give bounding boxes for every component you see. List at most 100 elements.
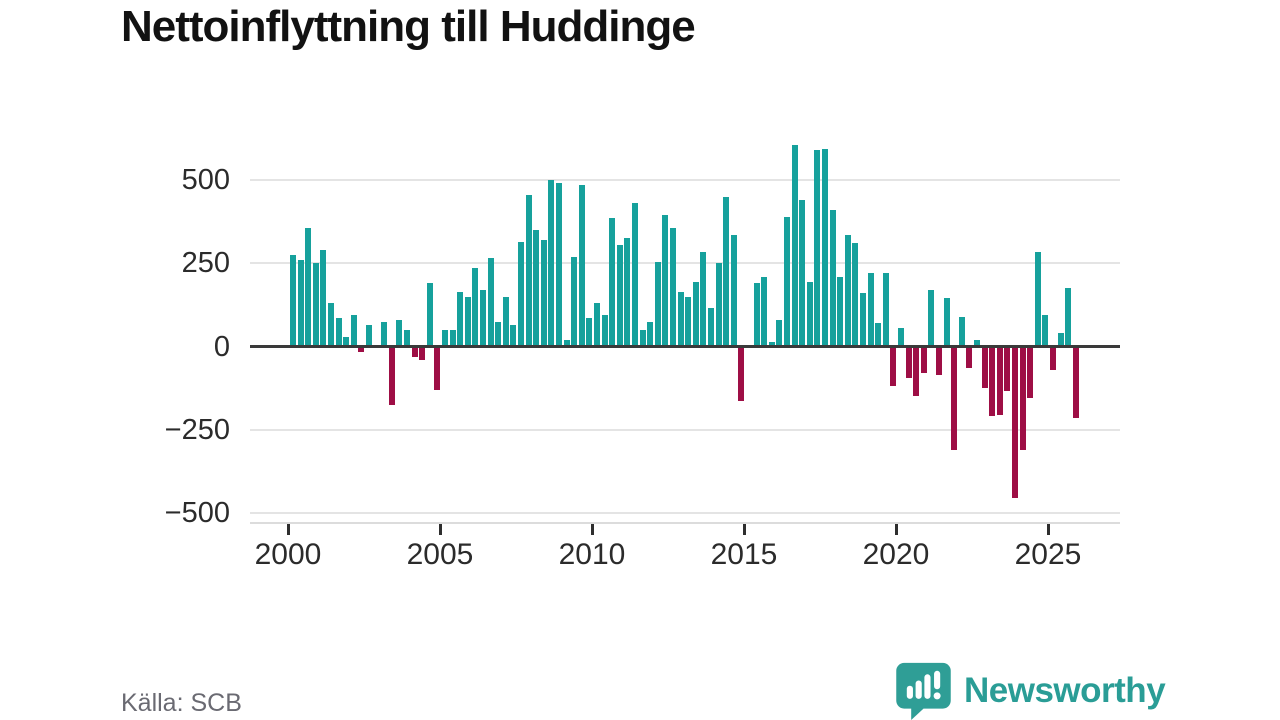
bar bbox=[571, 256, 578, 347]
bar bbox=[898, 328, 904, 347]
y-axis-label: −500 bbox=[164, 496, 230, 529]
bar bbox=[966, 346, 973, 369]
bar bbox=[464, 296, 471, 347]
y-axis-label: 250 bbox=[181, 247, 230, 280]
bar bbox=[837, 276, 844, 347]
bar bbox=[844, 235, 851, 347]
gridline-500 bbox=[250, 179, 1120, 182]
bar bbox=[806, 281, 813, 347]
bar bbox=[1072, 346, 1079, 419]
bar bbox=[753, 283, 760, 347]
x-axis-tick bbox=[590, 524, 594, 535]
bar bbox=[388, 346, 395, 405]
bar bbox=[518, 241, 524, 347]
bar bbox=[548, 180, 555, 347]
bar bbox=[457, 291, 464, 347]
bar bbox=[822, 148, 828, 347]
bar bbox=[434, 346, 441, 390]
bar bbox=[411, 346, 418, 357]
bar bbox=[472, 268, 479, 347]
bar bbox=[799, 200, 806, 347]
bar bbox=[305, 228, 312, 347]
bar bbox=[852, 243, 859, 347]
bar bbox=[936, 346, 942, 375]
bar bbox=[1042, 314, 1049, 347]
bar bbox=[495, 321, 502, 347]
bar bbox=[328, 303, 334, 347]
bar bbox=[297, 260, 304, 347]
bar bbox=[662, 215, 669, 347]
x-axis-tick bbox=[286, 524, 290, 535]
bar bbox=[958, 316, 965, 347]
bar bbox=[692, 281, 699, 347]
bar bbox=[1057, 333, 1064, 347]
bar bbox=[350, 314, 357, 347]
bar bbox=[510, 324, 517, 347]
bar bbox=[647, 321, 654, 347]
y-axis-label: 0 bbox=[213, 330, 230, 363]
bar bbox=[700, 251, 707, 347]
bar bbox=[943, 298, 950, 347]
bar bbox=[928, 289, 935, 347]
bar bbox=[996, 346, 1003, 415]
bar bbox=[1012, 346, 1018, 498]
bar bbox=[738, 346, 745, 402]
x-axis-line bbox=[250, 522, 1120, 524]
bar bbox=[442, 329, 448, 347]
bar bbox=[556, 183, 562, 347]
bar bbox=[632, 203, 638, 347]
source-note: Källa: SCB bbox=[121, 689, 242, 717]
bar bbox=[449, 329, 456, 347]
bar bbox=[563, 339, 570, 347]
brand-logo: Newsworthy bbox=[895, 662, 1166, 720]
bar bbox=[715, 263, 722, 347]
bar bbox=[601, 314, 608, 347]
bar bbox=[616, 245, 623, 347]
bar bbox=[381, 321, 388, 347]
bar bbox=[981, 346, 988, 389]
bar bbox=[609, 218, 616, 347]
bar bbox=[890, 346, 897, 387]
bar bbox=[586, 318, 593, 347]
bar bbox=[343, 336, 350, 347]
bar bbox=[761, 276, 768, 347]
bar bbox=[867, 273, 874, 347]
bar bbox=[654, 261, 661, 347]
bar bbox=[829, 210, 836, 347]
x-axis-label: 2020 bbox=[862, 538, 930, 571]
bar bbox=[1065, 288, 1072, 347]
gridline--250 bbox=[250, 428, 1120, 431]
bar bbox=[723, 196, 730, 347]
bar bbox=[419, 346, 426, 360]
y-axis-label: −250 bbox=[164, 413, 230, 446]
bar bbox=[1050, 346, 1056, 370]
bar bbox=[320, 250, 327, 347]
gridline-250 bbox=[250, 262, 1120, 265]
bar bbox=[920, 346, 927, 374]
bar bbox=[404, 329, 410, 347]
bar bbox=[882, 273, 889, 347]
bar bbox=[677, 291, 684, 347]
bar bbox=[860, 293, 866, 347]
bar bbox=[1019, 346, 1026, 450]
gridline--500 bbox=[250, 511, 1120, 514]
bar bbox=[791, 145, 798, 347]
bar bbox=[905, 346, 912, 379]
bar bbox=[290, 255, 296, 347]
bar bbox=[578, 185, 585, 347]
bar bbox=[730, 235, 737, 347]
bar bbox=[312, 263, 319, 347]
x-axis-label: 2010 bbox=[558, 538, 626, 571]
bar bbox=[366, 324, 372, 347]
x-axis-label: 2025 bbox=[1014, 538, 1082, 571]
bar bbox=[708, 308, 714, 347]
x-axis-tick bbox=[894, 524, 898, 535]
bar bbox=[624, 238, 631, 347]
bar bbox=[502, 296, 509, 347]
bar bbox=[1034, 251, 1041, 347]
zero-axis-line bbox=[250, 345, 1120, 348]
bar bbox=[426, 283, 433, 347]
chart-title: Nettoinflyttning till Huddinge bbox=[121, 2, 696, 51]
